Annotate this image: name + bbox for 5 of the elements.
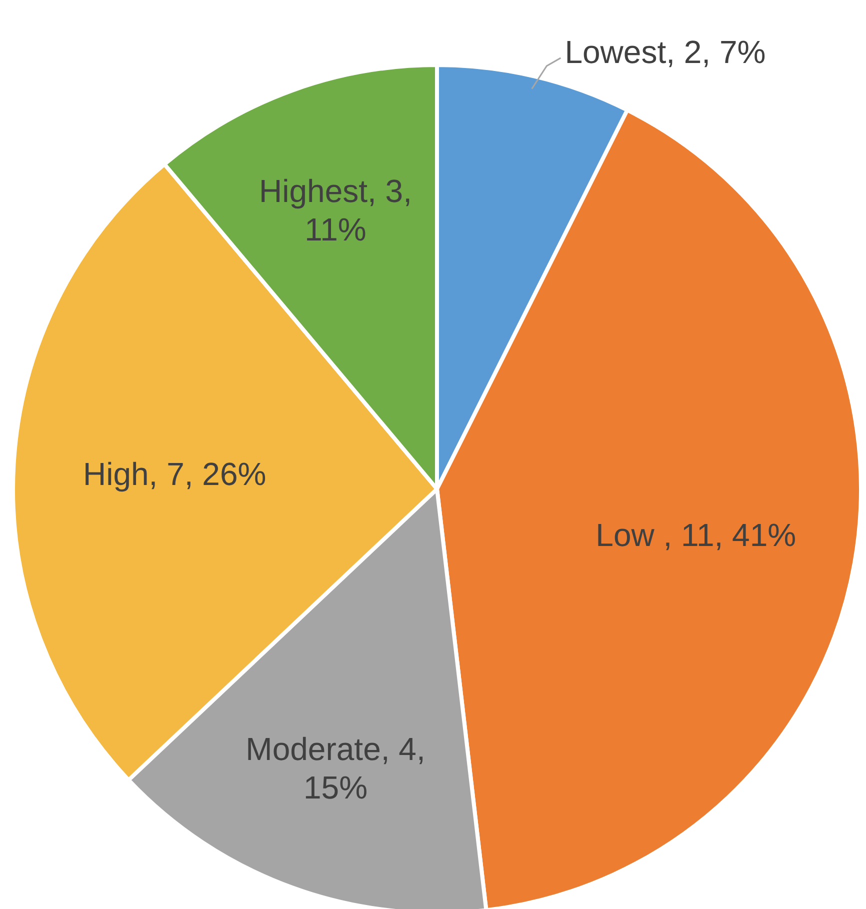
slice-label: High, 7, 26% [82,456,266,492]
slice-label: Lowest, 2, 7% [564,34,766,70]
slice-label: Low , 11, 41% [596,516,796,553]
slice-label: Moderate, 4, 15% [246,730,426,806]
slice-label: Highest, 3, 11% [259,173,412,248]
